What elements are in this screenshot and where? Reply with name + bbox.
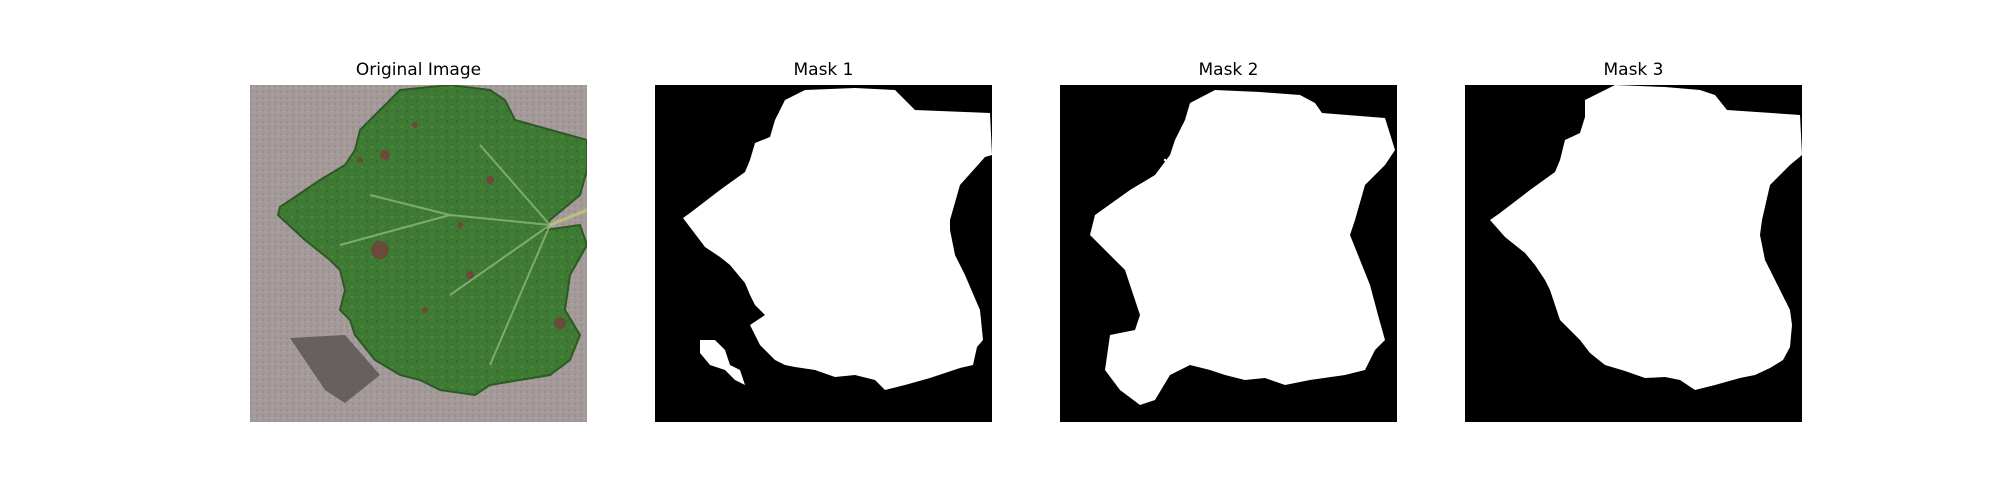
mask-3-shape (1465, 85, 1802, 422)
original-image (250, 85, 587, 422)
mask-2-panel: Mask 2 (1060, 55, 1397, 422)
original-image-panel: Original Image (250, 55, 587, 422)
leaf-photo (250, 85, 587, 422)
mask-1-panel: Mask 1 (655, 55, 992, 422)
panel-title: Mask 1 (793, 60, 854, 80)
mask-3-image (1465, 85, 1802, 422)
panel-title: Mask 2 (1198, 60, 1259, 80)
mask-1-shape (655, 85, 992, 422)
panel-title: Mask 3 (1603, 60, 1664, 80)
mask-1-image (655, 85, 992, 422)
mask-2-image (1060, 85, 1397, 422)
mask-2-shape (1060, 85, 1397, 422)
panel-title: Original Image (355, 60, 482, 80)
mask-3-panel: Mask 3 (1465, 55, 1802, 422)
